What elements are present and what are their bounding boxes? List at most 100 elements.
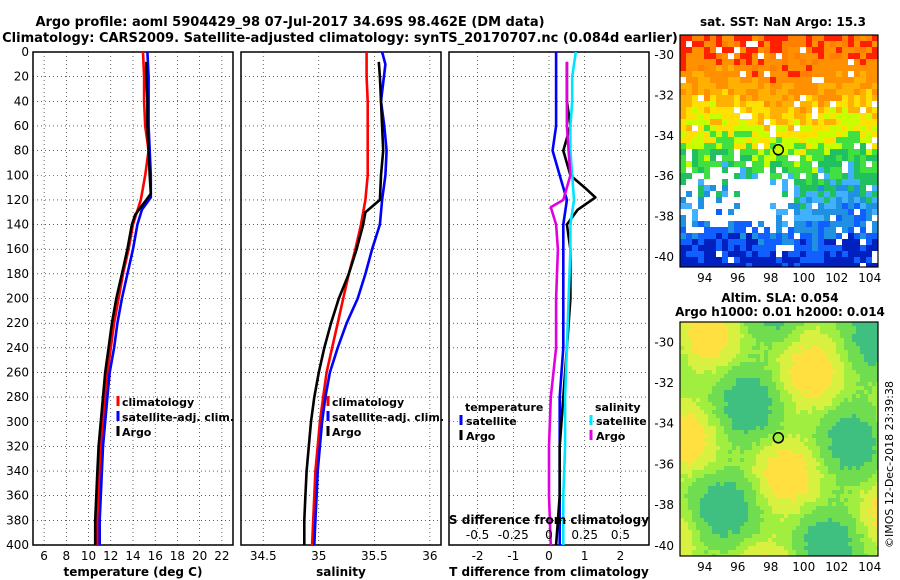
map-cell xyxy=(764,390,768,394)
map-cell xyxy=(856,474,860,478)
map-cell xyxy=(842,173,848,179)
map-cell xyxy=(788,334,792,338)
map-cell xyxy=(836,350,840,354)
map-cell xyxy=(716,326,720,330)
map-cell xyxy=(820,450,824,454)
map-cell xyxy=(812,137,818,143)
map-cell xyxy=(722,89,728,95)
map-cell xyxy=(776,550,780,554)
map-cell xyxy=(684,434,688,438)
map-cell xyxy=(796,550,800,554)
map-cell xyxy=(828,458,832,462)
map-cell xyxy=(842,245,848,251)
map-cell xyxy=(772,494,776,498)
map-cell xyxy=(844,394,848,398)
map-cell xyxy=(700,382,704,386)
map-cell xyxy=(812,414,816,418)
map-cell xyxy=(746,197,752,203)
map-cell xyxy=(800,89,806,95)
map-cell xyxy=(860,245,866,251)
map-cell xyxy=(776,518,780,522)
map-cell xyxy=(734,161,740,167)
map-cell xyxy=(868,390,872,394)
map-cell xyxy=(868,406,872,410)
map-cell xyxy=(816,490,820,494)
map-cell xyxy=(710,221,716,227)
map-cell xyxy=(788,338,792,342)
map-cell xyxy=(852,350,856,354)
map-cell xyxy=(700,418,704,422)
map-cell xyxy=(692,442,696,446)
map-cell xyxy=(752,394,756,398)
map-cell xyxy=(848,149,854,155)
map-cell xyxy=(784,546,788,550)
map-cell xyxy=(696,390,700,394)
map-cell xyxy=(844,334,848,338)
map-cell xyxy=(832,358,836,362)
map-cell xyxy=(820,546,824,550)
map-cell xyxy=(744,362,748,366)
map-cell xyxy=(848,53,854,59)
map-cell xyxy=(792,374,796,378)
map-cell xyxy=(770,71,776,77)
map-cell xyxy=(760,338,764,342)
map-cell xyxy=(692,378,696,382)
map-cell xyxy=(732,330,736,334)
map-cell xyxy=(686,191,692,197)
map-cell xyxy=(852,494,856,498)
map-cell xyxy=(780,514,784,518)
map-cell xyxy=(808,394,812,398)
map-cell xyxy=(844,522,848,526)
map-cell xyxy=(724,494,728,498)
map-cell xyxy=(692,350,696,354)
map-cell xyxy=(868,422,872,426)
map-cell xyxy=(824,366,828,370)
map-cell xyxy=(852,554,856,556)
map-cell xyxy=(744,526,748,530)
map-cell xyxy=(728,478,732,482)
map-cell xyxy=(828,414,832,418)
map-cell xyxy=(852,394,856,398)
map-cell xyxy=(868,382,872,386)
map-cell xyxy=(716,542,720,546)
map-cell xyxy=(776,215,782,221)
map-cell xyxy=(812,482,816,486)
map-cell xyxy=(768,514,772,518)
map-cell xyxy=(740,354,744,358)
map-cell xyxy=(860,390,864,394)
map-cell xyxy=(818,35,824,41)
map-cell xyxy=(824,438,828,442)
map-cell xyxy=(712,526,716,530)
map-cell xyxy=(768,410,772,414)
map-cell xyxy=(728,131,734,137)
map-cell xyxy=(768,446,772,450)
map-cell xyxy=(872,450,876,454)
map-cell xyxy=(806,149,812,155)
map-cell xyxy=(770,161,776,167)
map-cell xyxy=(772,346,776,350)
map-cell xyxy=(860,474,864,478)
map-cell xyxy=(854,203,860,209)
map-cell xyxy=(800,450,804,454)
map-cell xyxy=(864,346,868,350)
map-cell xyxy=(840,426,844,430)
map-cell xyxy=(704,494,708,498)
map-cell xyxy=(800,239,806,245)
map-cell xyxy=(860,89,866,95)
map-cell xyxy=(760,490,764,494)
map-cell xyxy=(836,482,840,486)
map-cell xyxy=(748,522,752,526)
map-cell xyxy=(692,526,696,530)
map-cell xyxy=(692,215,698,221)
map-cell xyxy=(876,550,878,554)
map-cell xyxy=(760,474,764,478)
map-cell xyxy=(698,149,704,155)
map-cell xyxy=(812,378,816,382)
map-cell xyxy=(836,550,840,554)
series-line-argo xyxy=(93,61,153,545)
map-cell xyxy=(812,131,818,137)
map-cell xyxy=(680,137,686,143)
map-cell xyxy=(720,430,724,434)
map-cell xyxy=(788,83,794,89)
map-cell xyxy=(728,95,734,101)
